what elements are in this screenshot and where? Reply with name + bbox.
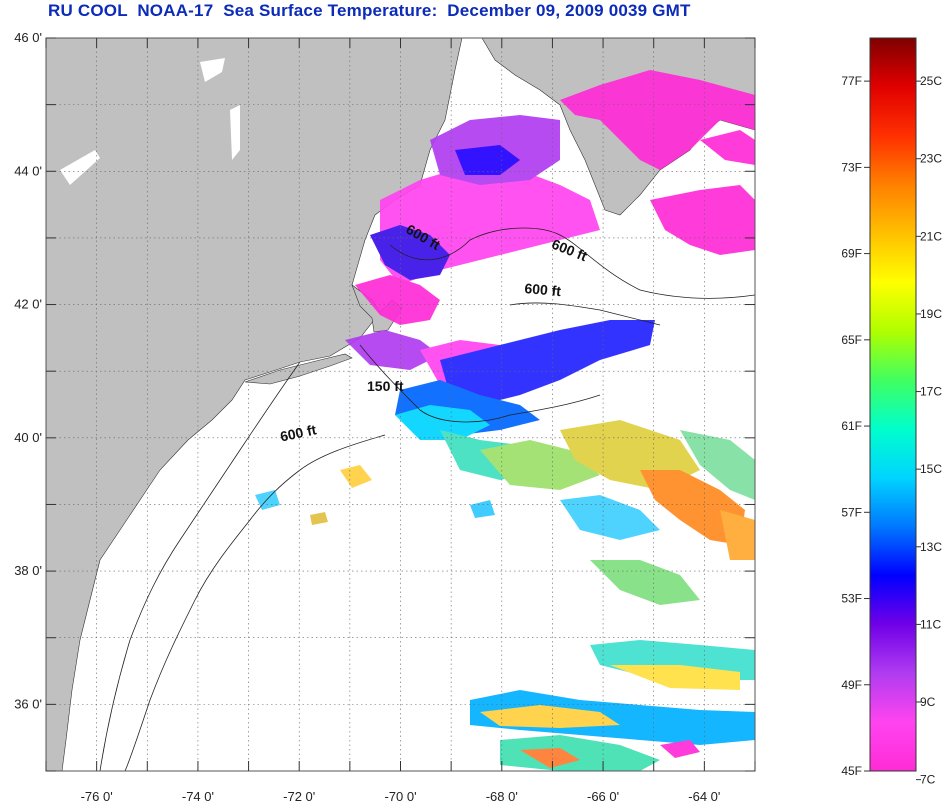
colorbar-celsius-label: 21C [920, 229, 942, 243]
colorbar-celsius-label: 15C [920, 462, 942, 476]
colorbar-fahrenheit-label: 53F [841, 592, 862, 606]
longitude-label: -68 0' [486, 789, 518, 804]
longitude-label: -74 0' [182, 789, 214, 804]
colorbar-fahrenheit-label: 73F [841, 160, 862, 174]
latitude-label: 44 0' [14, 163, 42, 178]
colorbar-fahrenheit-label: 45F [841, 764, 862, 778]
contour-depth-label: 150 ft [367, 378, 404, 394]
lake [230, 105, 240, 160]
colorbar-celsius-label: 19C [920, 307, 942, 321]
contour-depth-label: 600 ft [279, 421, 318, 444]
latitude-label: 42 0' [14, 297, 42, 312]
longitude-label: -64 0' [688, 789, 720, 804]
colorbar-celsius-label: 9C [920, 695, 936, 709]
colorbar-gradient [869, 37, 917, 772]
map-title: RU COOL NOAA-17 Sea Surface Temperature:… [48, 1, 691, 20]
bathymetry-contours [99, 227, 755, 771]
colorbar-fahrenheit-label: 65F [841, 333, 862, 347]
colorbar-celsius-label: 23C [920, 152, 942, 166]
lat-lon-grid [46, 38, 755, 771]
longitude-label: -76 0' [81, 789, 113, 804]
colorbar-ticks: 77F 73F 69F 65F 61F 57F 53F 49F 45F 25C 23C 21C 19C 1… [841, 74, 942, 787]
sst-data-patches [255, 70, 755, 771]
latitude-label: 38 0' [14, 563, 42, 578]
colorbar-fahrenheit-label: 49F [841, 678, 862, 692]
lake [60, 150, 100, 185]
colorbar-celsius-label: 7C [920, 773, 936, 787]
contour-depth-label: 600 ft [524, 280, 562, 299]
colorbar-fahrenheit-label: 77F [841, 74, 862, 88]
longitude-label: -70 0' [384, 789, 416, 804]
longitude-label: -72 0' [283, 789, 315, 804]
colorbar-celsius-label: 13C [920, 540, 942, 554]
colorbar-fahrenheit-label: 61F [841, 419, 862, 433]
longitude-label: -66 0' [587, 789, 619, 804]
lake [200, 58, 225, 82]
long-island [244, 353, 353, 385]
axis-ticks: 46 0' 44 0' 42 0' 40 0' 38 0' 36 0' -76 0' -74 … [14, 30, 756, 804]
colorbar-celsius-label: 11C [920, 617, 941, 631]
latitude-label: 36 0' [14, 696, 42, 711]
latitude-label: 46 0' [14, 30, 42, 45]
colorbar-fahrenheit-label: 69F [841, 247, 862, 261]
colorbar-celsius-label: 17C [920, 385, 942, 399]
latitude-label: 40 0' [14, 430, 42, 445]
colorbar-fahrenheit-label: 57F [841, 505, 862, 519]
colorbar-celsius-label: 25C [920, 74, 942, 88]
